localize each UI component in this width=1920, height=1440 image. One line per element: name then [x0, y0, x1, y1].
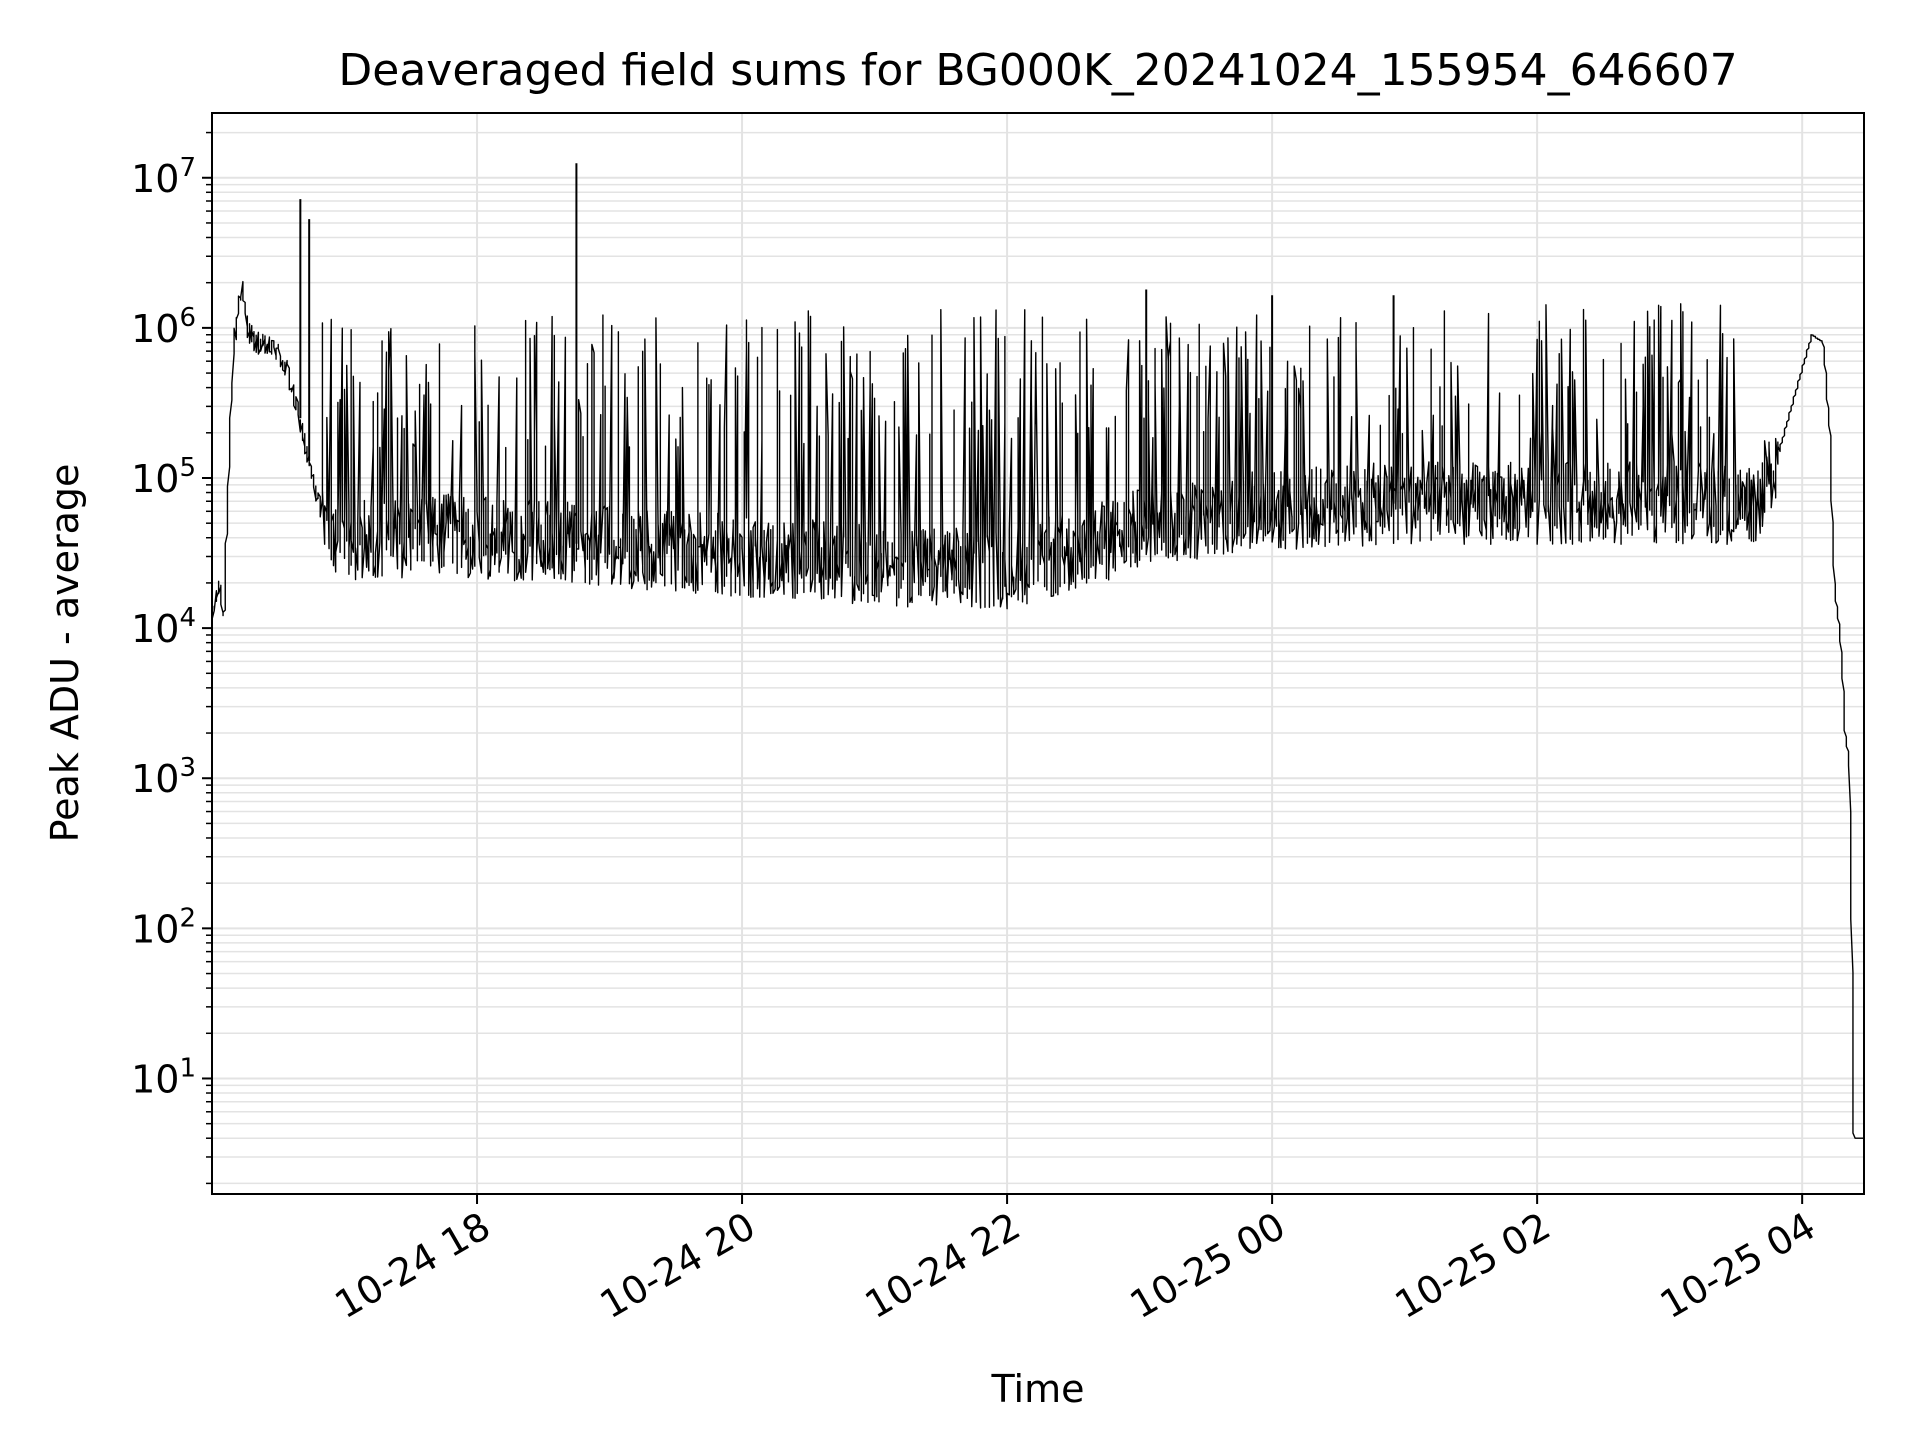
y-axis-label: Peak ADU - average — [43, 464, 87, 843]
plot-frame — [211, 112, 1865, 1195]
x-axis-label: Time — [991, 1367, 1085, 1411]
chart-title: Deaveraged field sums for BG000K_2024102… — [338, 45, 1737, 96]
y-tick-label: 107 — [131, 153, 196, 201]
data-line — [212, 280, 1864, 1139]
y-tick-label: 105 — [131, 453, 196, 501]
data-layer — [212, 163, 1864, 1139]
y-tick-label: 106 — [131, 303, 196, 351]
y-tick-label: 104 — [131, 603, 196, 651]
y-tick-label: 101 — [131, 1053, 196, 1101]
y-tick-label: 102 — [131, 903, 196, 951]
y-axis: 101 102 103 104 105 106 107 — [131, 131, 212, 1185]
y-tick-label: 103 — [131, 753, 196, 801]
